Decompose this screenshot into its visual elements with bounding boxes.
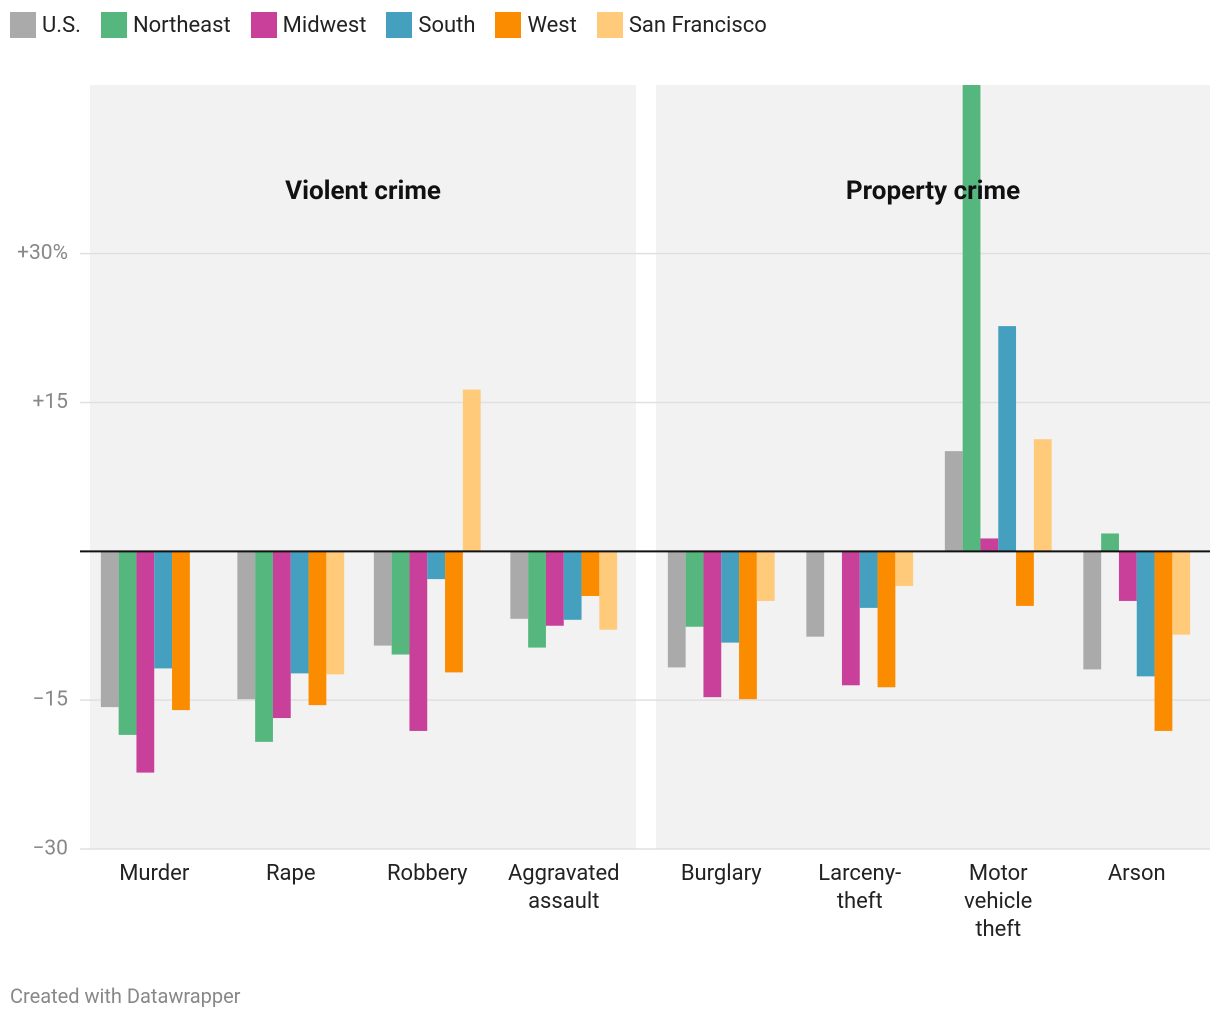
bar bbox=[255, 551, 273, 742]
legend-swatch bbox=[596, 12, 623, 38]
bar bbox=[545, 551, 564, 626]
bar bbox=[272, 551, 291, 719]
bar bbox=[980, 538, 999, 552]
bar bbox=[877, 551, 896, 688]
bar bbox=[172, 551, 190, 711]
legend-swatch bbox=[250, 12, 277, 38]
legend-swatch bbox=[10, 12, 36, 38]
x-tick-label: Larceny-theft bbox=[818, 861, 902, 914]
bar bbox=[721, 551, 740, 643]
panel-bg bbox=[656, 85, 1210, 849]
legend-label: West bbox=[527, 12, 577, 38]
bar bbox=[1083, 551, 1102, 670]
x-tick-label: Aggravated assault bbox=[507, 861, 620, 914]
legend-label: Midwest bbox=[282, 12, 367, 38]
bar bbox=[599, 551, 618, 630]
bar bbox=[409, 551, 428, 731]
x-tick-label: Burglary bbox=[680, 861, 762, 886]
bar bbox=[427, 551, 446, 580]
bars bbox=[100, 85, 1191, 773]
bar bbox=[685, 551, 704, 627]
legend-label: U.S. bbox=[42, 12, 81, 38]
bar bbox=[756, 551, 775, 601]
bar bbox=[739, 551, 757, 700]
bar bbox=[703, 551, 722, 698]
legend-swatch bbox=[386, 12, 413, 38]
bar bbox=[563, 551, 582, 620]
credit: Created with Datawrapper bbox=[10, 984, 241, 1008]
y-tick-label: +30% bbox=[17, 241, 68, 265]
bar bbox=[962, 85, 981, 552]
bar bbox=[1172, 551, 1191, 635]
y-tick-label: −30 bbox=[32, 837, 68, 861]
y-tick-label: +15 bbox=[32, 390, 68, 414]
bar bbox=[1154, 551, 1173, 731]
bar bbox=[944, 451, 963, 552]
bar bbox=[391, 551, 410, 655]
bar bbox=[1136, 551, 1155, 677]
legend-label: San Francisco bbox=[628, 12, 767, 38]
legend-swatch bbox=[100, 12, 127, 38]
bar bbox=[154, 551, 173, 669]
bar bbox=[136, 551, 155, 773]
bar bbox=[998, 326, 1017, 552]
bar bbox=[806, 551, 825, 637]
panel-title: Property crime bbox=[846, 176, 1020, 206]
bar bbox=[100, 551, 119, 708]
x-tick-label: Arson bbox=[1107, 861, 1166, 886]
bar bbox=[528, 551, 546, 648]
bar bbox=[326, 551, 345, 675]
panel-title: Violent crime bbox=[285, 176, 441, 206]
x-tick-label: Robbery bbox=[386, 861, 468, 886]
bar bbox=[1033, 439, 1052, 552]
legend-label: South bbox=[418, 12, 476, 38]
bar bbox=[895, 551, 914, 587]
bar bbox=[510, 551, 529, 619]
bar bbox=[290, 551, 309, 674]
legend-item: South bbox=[386, 12, 475, 38]
bar bbox=[841, 551, 860, 686]
panel-bg bbox=[90, 85, 636, 849]
bar bbox=[1118, 551, 1137, 601]
legend-item: Midwest bbox=[250, 12, 367, 38]
bar bbox=[1101, 533, 1119, 552]
x-tick-label: Murder bbox=[119, 861, 190, 886]
bar bbox=[1016, 551, 1034, 606]
bar bbox=[462, 389, 481, 552]
bar bbox=[667, 551, 686, 668]
bar bbox=[373, 551, 392, 646]
legend-item: San Francisco bbox=[596, 12, 767, 38]
bar bbox=[237, 551, 256, 700]
legend-item: Northeast bbox=[100, 12, 231, 38]
y-tick-label: −15 bbox=[32, 688, 68, 712]
legend-item: West bbox=[495, 12, 577, 38]
x-tick-label: Motor vehicle theft bbox=[964, 861, 1033, 942]
legend: U.S. Northeast Midwest South West San Francis… bbox=[10, 12, 787, 38]
legend-swatch bbox=[495, 12, 522, 38]
x-tick-label: Rape bbox=[265, 861, 316, 886]
bar bbox=[445, 551, 463, 673]
bar bbox=[581, 551, 600, 596]
legend-label: Northeast bbox=[132, 12, 231, 38]
legend-item: U.S. bbox=[10, 12, 81, 38]
bar bbox=[308, 551, 327, 706]
bar bbox=[859, 551, 878, 608]
bar bbox=[118, 551, 137, 735]
